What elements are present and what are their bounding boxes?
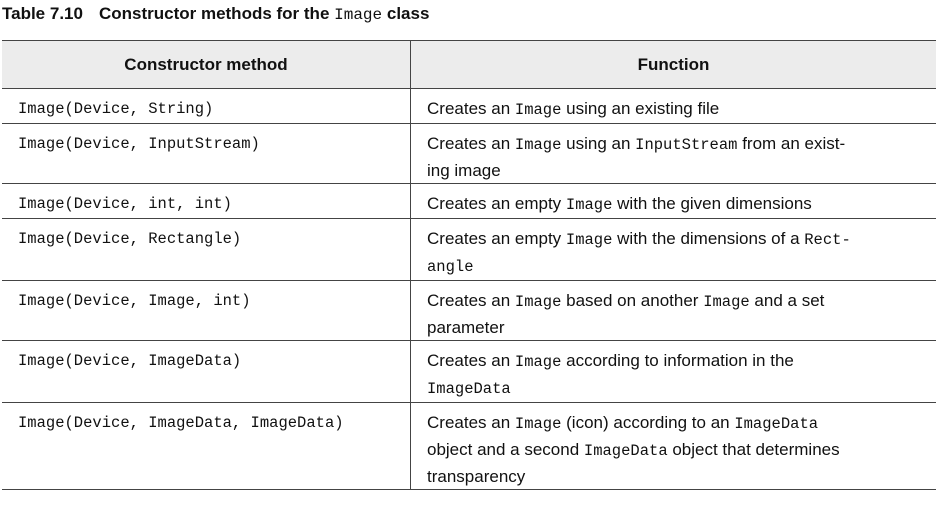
function-description: Creates an empty Image with the given di… [411,184,936,218]
description-text: Creates an [427,291,515,310]
constructor-cell: Image(Device, int, int) [2,183,411,219]
table-row: Image(Device, Rectangle) Creates an empty… [2,218,936,281]
code-term: angle [427,258,474,276]
header-function: Function [410,40,936,89]
code-term: Image [565,231,613,249]
code-term: Image [514,353,562,371]
code-term: Image [703,293,750,311]
code-term: Image [514,101,562,119]
function-cell: Creates an empty Image with the given di… [410,183,936,219]
constructor-signature: Image(Device, String) [18,100,214,118]
table-body: Image(Device, String) Creates an Image us… [2,88,936,490]
constructor-signature: Image(Device, Image, int) [18,292,251,310]
code-term: Image [565,196,613,214]
description-text: Creates an [427,134,515,153]
header-row: Constructor method Function [2,40,936,89]
caption-text: Constructor methods for the [98,4,335,23]
table-row: Image(Device, ImageData) Creates an Image… [2,340,936,403]
constructor-signature: Image(Device, InputStream) [18,135,260,153]
constructor-table: Constructor method Function Image(Device… [2,40,936,490]
description-text: Creates an [427,351,515,370]
description-text: ing image [427,161,501,180]
constructor-cell: Image(Device, String) [2,88,411,124]
description-text: and a set [749,291,825,310]
code-term: ImageData [583,442,668,460]
function-cell: Creates an Image according to informatio… [410,340,936,403]
description-text: Creates an [427,413,515,432]
description-text: with the dimensions of a [612,229,805,248]
function-description: Creates an empty Image with the dimensio… [411,219,936,280]
table-row: Image(Device, int, int) Creates an empty … [2,183,936,219]
description-text: from an exist- [737,134,846,153]
function-cell: Creates an Image using an existing file [410,88,936,124]
caption-text-end: class [382,4,430,23]
description-text: using an [561,134,636,153]
description-text: based on another [561,291,704,310]
description-text: object and a second [427,440,584,459]
function-cell: Creates an empty Image with the dimensio… [410,218,936,281]
description-text: according to information in the [561,351,794,370]
function-description: Creates an Image (icon) according to an … [411,403,936,489]
function-description: Creates an Image according to informatio… [411,341,936,402]
header-constructor-method: Constructor method [2,40,411,89]
code-term: Rect- [804,231,851,249]
description-text: using an existing file [561,99,720,118]
constructor-cell: Image(Device, Image, int) [2,280,411,341]
table-row: Image(Device, Image, int) Creates an Imag… [2,280,936,341]
code-term: ImageData [734,415,819,433]
description-text: with the given dimensions [612,194,812,213]
code-term: ImageData [427,380,511,398]
constructor-cell: Image(Device, Rectangle) [2,218,411,281]
constructor-signature: Image(Device, Rectangle) [18,230,242,248]
table-number: Table 7.10 [2,4,83,23]
function-cell: Creates an Image (icon) according to an … [410,402,936,490]
description-text: parameter [427,318,505,337]
function-description: Creates an Image using an existing file [411,89,936,123]
table-row: Image(Device, ImageData, ImageData) Creat… [2,402,936,490]
code-term: Image [514,136,562,154]
constructor-cell: Image(Device, InputStream) [2,123,411,184]
constructor-cell: Image(Device, ImageData, ImageData) [2,402,411,490]
description-text: transparency [427,467,526,486]
description-text: (icon) according to an [561,413,735,432]
function-cell: Creates an Image using an InputStream fr… [410,123,936,184]
constructor-signature: Image(Device, int, int) [18,195,232,213]
code-term: InputStream [635,136,738,154]
table-row: Image(Device, InputStream) Creates an Ima… [2,123,936,184]
code-term: Image [514,415,562,433]
function-description: Creates an Image based on another Image … [411,281,936,340]
function-cell: Creates an Image based on another Image … [410,280,936,341]
constructor-signature: Image(Device, ImageData) [18,352,242,370]
constructor-cell: Image(Device, ImageData) [2,340,411,403]
description-text: Creates an empty [427,194,566,213]
table-caption: Table 7.10 Constructor methods for the Im… [2,4,429,24]
constructor-signature: Image(Device, ImageData, ImageData) [18,414,344,432]
description-text: Creates an [427,99,515,118]
code-term: Image [514,293,562,311]
description-text: object that determines [667,440,840,459]
caption-code: Image [334,6,383,24]
table-row: Image(Device, String) Creates an Image us… [2,88,936,124]
description-text: Creates an empty [427,229,566,248]
function-description: Creates an Image using an InputStream fr… [411,124,936,183]
